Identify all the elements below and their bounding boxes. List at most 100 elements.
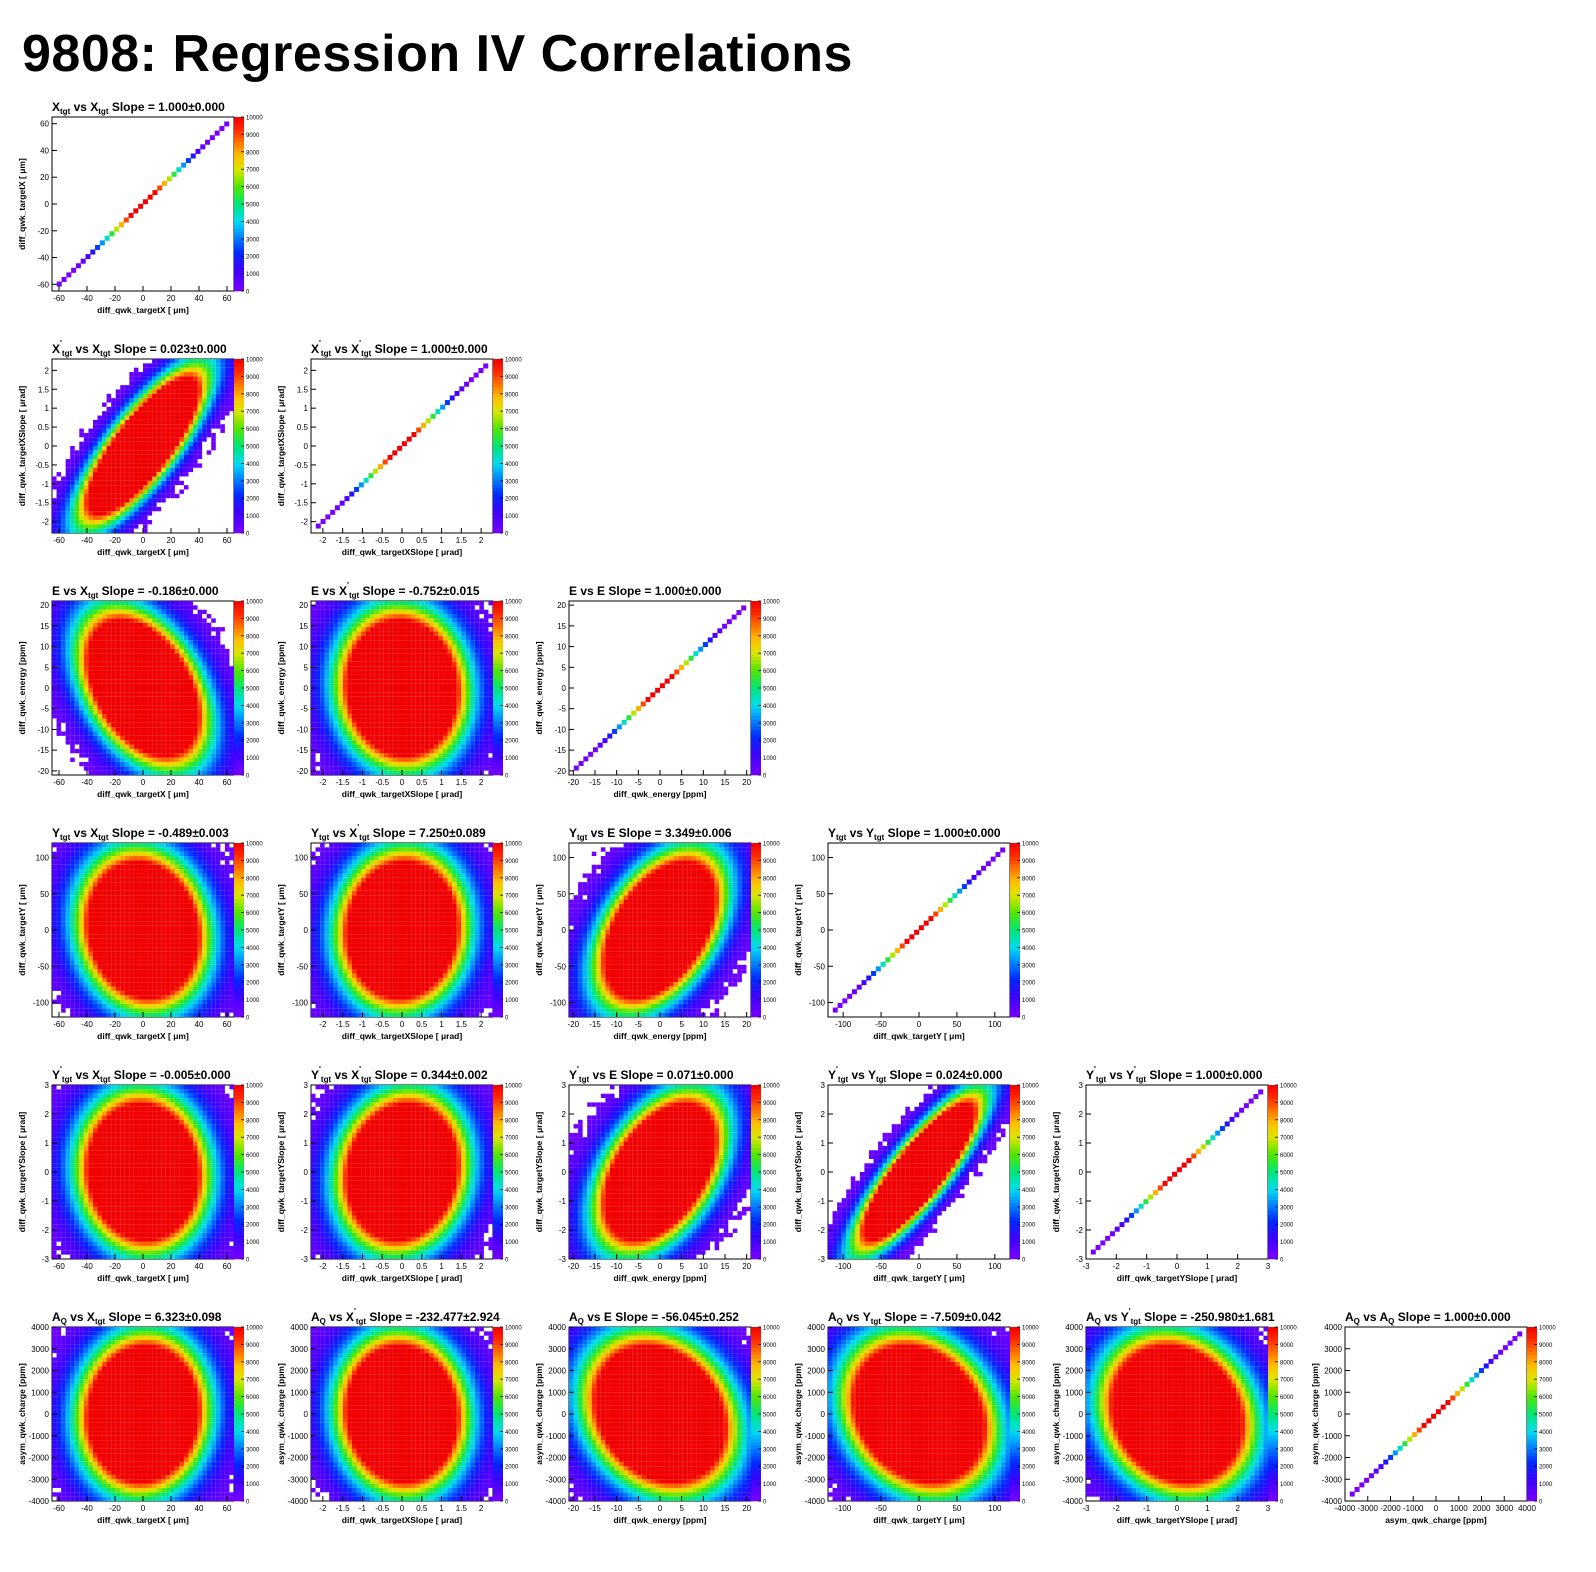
heatmap-cell [365,696,370,702]
heatmap-cell [88,947,93,952]
heatmap-cell [202,415,207,420]
heatmap-cell [174,446,180,451]
heatmap-cell [224,674,230,680]
heatmap-cell [143,753,148,758]
heatmap-cell [65,886,71,891]
heatmap-cell [310,653,316,658]
heatmap-cell [220,674,225,680]
heatmap-cell [437,635,443,641]
heatmap-cell [365,631,370,636]
heatmap-cell [165,485,171,490]
heatmap-cell [374,609,379,615]
heatmap-cell [437,766,443,771]
heatmap-cell [161,463,166,468]
heatmap-cell [56,631,62,636]
heatmap-cell [92,493,98,499]
heatmap-cell [406,696,411,702]
heatmap-cell [120,515,125,520]
heatmap-cell [442,622,447,628]
heatmap-cell [202,657,207,662]
heatmap-cell [410,722,416,728]
heatmap-cell [92,463,98,468]
heatmap-cell [106,515,112,520]
heatmap-cell [206,631,212,636]
heatmap-cell [410,653,416,658]
heatmap-cell [337,757,343,762]
heatmap-cell [156,688,162,693]
heatmap-cell [102,437,107,442]
colorbar-tick-label: 8000 [763,634,777,640]
heatmap-cell [97,903,103,909]
heatmap-cell [229,389,234,394]
heatmap-cell [401,709,407,715]
heatmap-cell [583,756,589,762]
heatmap-cell [383,661,388,667]
heatmap-cell [206,770,212,775]
heatmap-cell [324,757,329,762]
heatmap-cell [419,609,425,615]
heatmap-cell [97,873,103,878]
heatmap-cell [147,454,153,460]
heatmap-cell [451,709,457,715]
heatmap-cell [65,519,71,525]
heatmap-cell [74,528,80,533]
heatmap-cell [229,398,234,403]
heatmap-cell [374,766,379,771]
heatmap-cell [65,688,71,693]
heatmap-cell [88,446,93,451]
heatmap-cell [52,912,57,917]
heatmap-cell [161,657,166,662]
colorbar-tick-label: 9000 [505,617,519,623]
heatmap-cell [97,476,103,481]
heatmap-cell [92,727,98,732]
heatmap-cell [115,679,121,684]
heatmap-cell [183,609,189,615]
heatmap-cell [120,506,125,512]
heatmap-cell [578,760,584,766]
heatmap-cell [92,886,98,891]
heatmap-cell [401,674,407,680]
heatmap-cell [165,674,171,680]
heatmap-cell [65,674,71,680]
heatmap-cell [75,263,81,269]
heatmap-cell [79,930,84,935]
heatmap-cell [387,601,393,606]
heatmap-cell [220,727,225,732]
heatmap-cell [65,701,71,706]
heatmap-cell [143,618,148,623]
heatmap-cell [156,411,162,416]
heatmap-cell [115,683,121,688]
heatmap-cell [365,770,370,775]
heatmap-cell [70,999,75,1004]
heatmap-cell [129,506,134,512]
heatmap-cell [183,701,189,706]
heatmap-cell [202,437,207,442]
heatmap-cell [360,722,366,728]
heatmap-cell [106,722,112,728]
heatmap-cell [129,744,134,749]
heatmap-cell [61,873,66,878]
heatmap-cell [356,657,361,662]
heatmap-cell [92,735,98,741]
heatmap-cell [106,1008,112,1013]
heatmap-cell [129,601,134,606]
heatmap-cell [483,757,488,762]
heatmap-cell [88,511,93,516]
heatmap-cell [170,661,175,667]
heatmap-cell [365,718,370,723]
heatmap-cell [147,688,153,693]
heatmap-cell [65,679,71,684]
colorbar-tick-label: 8000 [246,150,260,156]
heatmap-cell [425,418,431,424]
heatmap-cell [106,605,112,610]
heatmap-cell [437,770,443,775]
heatmap-cell [197,450,203,455]
heatmap-cell [197,398,203,403]
heatmap-cell [111,1008,116,1013]
heatmap-cell [211,661,216,667]
heatmap-cell [147,419,153,425]
heatmap-cell [310,648,316,654]
heatmap-cell [410,748,416,754]
heatmap-cell [392,757,397,762]
heatmap-cell [88,744,93,749]
